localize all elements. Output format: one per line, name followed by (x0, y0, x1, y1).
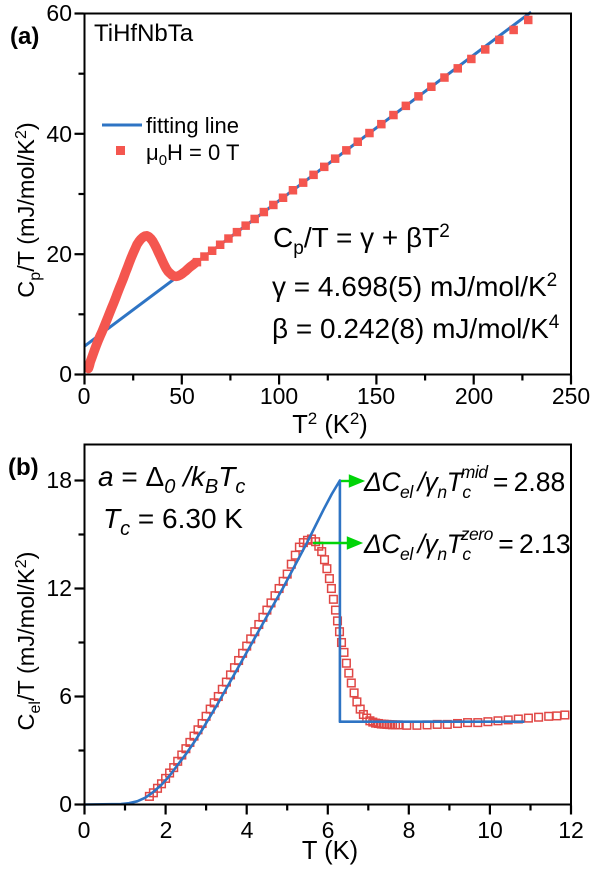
svg-text:Tc = 6.30 K: Tc = 6.30 K (103, 503, 243, 540)
svg-text:4: 4 (241, 817, 254, 843)
svg-text:Cel/T (mJ/mol/K2): Cel/T (mJ/mol/K2) (13, 552, 44, 731)
svg-text:a = Δ0 /kBTc: a = Δ0 /kBTc (98, 461, 245, 498)
svg-text:T (K): T (K) (302, 837, 358, 865)
svg-text:(b): (b) (8, 454, 39, 481)
svg-text:fitting line: fitting line (146, 113, 239, 138)
svg-text:8: 8 (403, 817, 416, 843)
svg-text:6: 6 (322, 817, 335, 843)
svg-text:10: 10 (477, 817, 503, 843)
svg-text:250: 250 (552, 383, 590, 409)
svg-text:ΔCel /γnTcmid = 2.88: ΔCel /γnTcmid = 2.88 (363, 462, 565, 502)
svg-text:20: 20 (46, 241, 72, 267)
svg-text:0: 0 (78, 817, 91, 843)
svg-text:(a): (a) (10, 23, 39, 50)
svg-text:200: 200 (455, 383, 493, 409)
svg-text:0: 0 (59, 791, 72, 817)
svg-text:50: 50 (169, 383, 195, 409)
svg-text:ΔCel /γnTczero = 2.13: ΔCel /γnTczero = 2.13 (363, 524, 571, 564)
svg-text:0: 0 (78, 383, 91, 409)
svg-text:TiHfNbTa: TiHfNbTa (94, 20, 194, 47)
svg-text:β = 0.242(8) mJ/mol/K4: β = 0.242(8) mJ/mol/K4 (272, 312, 560, 344)
svg-text:γ = 4.698(5) mJ/mol/K2: γ = 4.698(5) mJ/mol/K2 (272, 270, 557, 302)
svg-text:60: 60 (46, 0, 72, 26)
svg-text:12: 12 (558, 817, 584, 843)
svg-text:Cp/T (mJ/mol/K2): Cp/T (mJ/mol/K2) (13, 122, 44, 297)
svg-text:6: 6 (59, 683, 72, 709)
svg-text:Cp/T = γ + βT2: Cp/T = γ + βT2 (273, 221, 450, 259)
svg-text:18: 18 (46, 467, 72, 493)
svg-text:100: 100 (260, 383, 298, 409)
svg-text:0: 0 (59, 361, 72, 387)
svg-text:12: 12 (46, 575, 72, 601)
svg-text:2: 2 (160, 817, 173, 843)
svg-text:150: 150 (357, 383, 395, 409)
svg-text:40: 40 (46, 121, 72, 147)
